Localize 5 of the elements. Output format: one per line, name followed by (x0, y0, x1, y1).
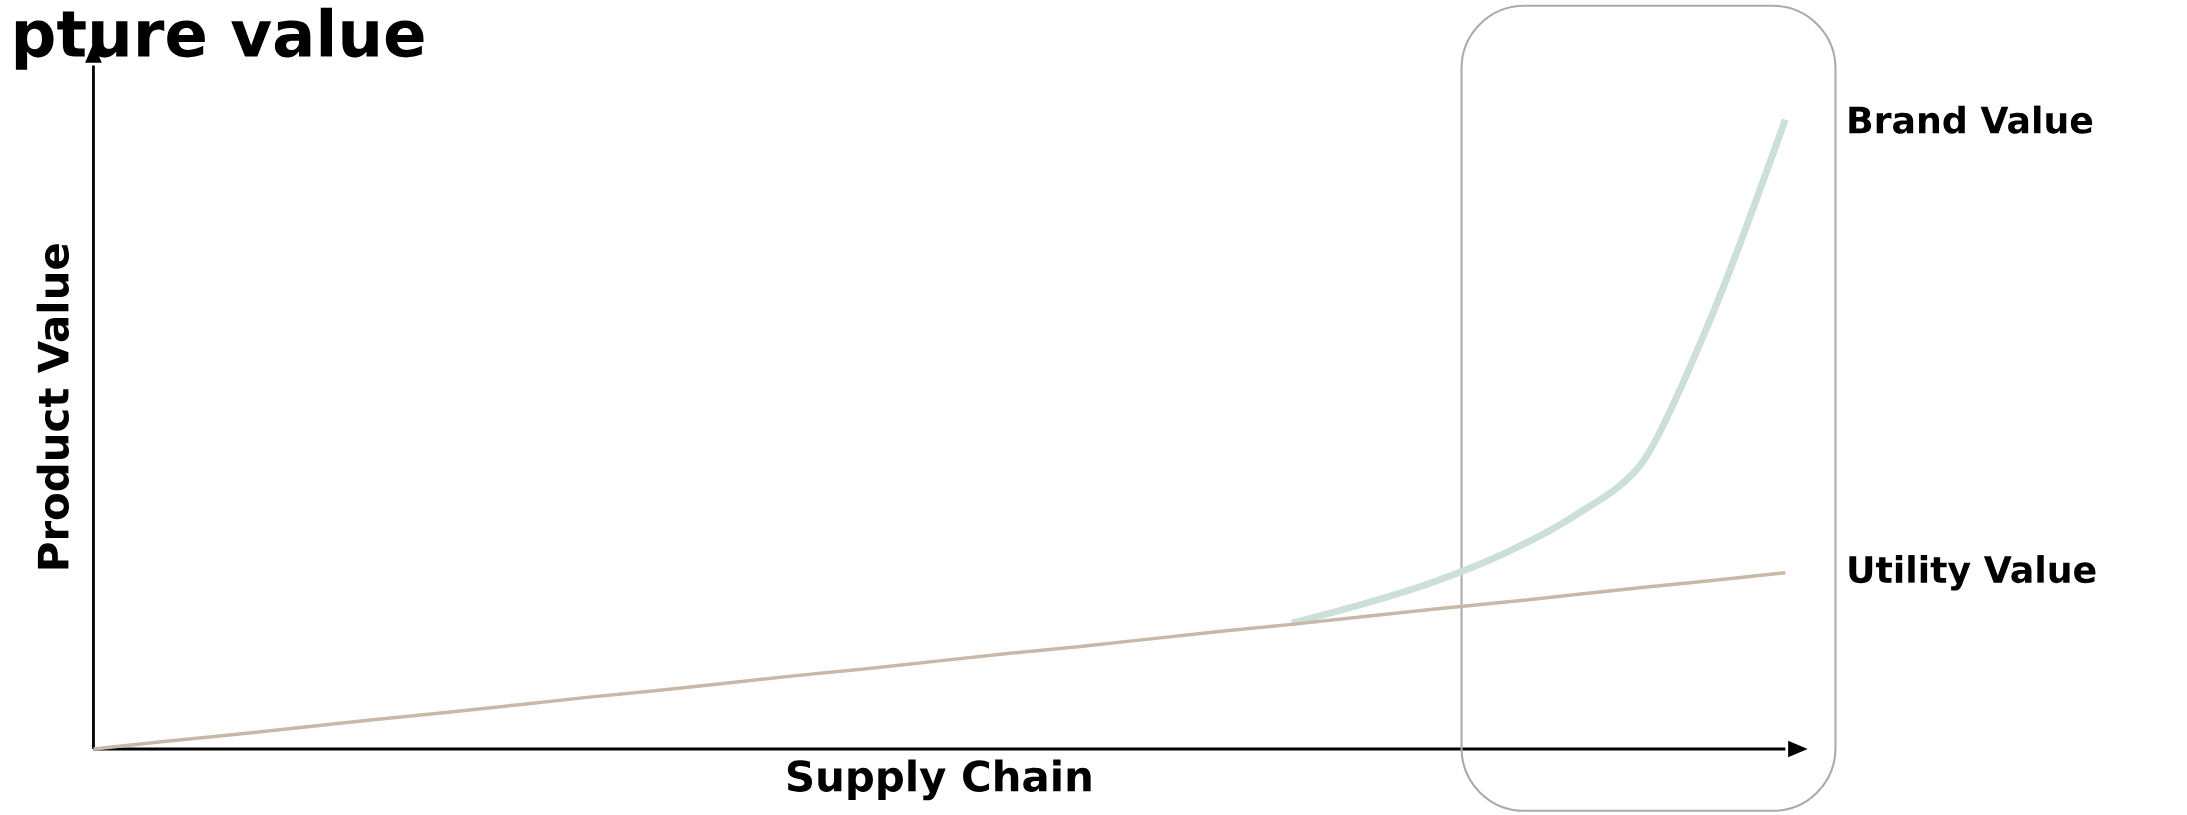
y-axis-title: Product Value (36, 244, 69, 569)
chart-title: pture value (15, 7, 424, 71)
series-label: Brand Value (1849, 105, 2093, 134)
x-axis-title: Supply Chain (787, 759, 1091, 801)
series-label: Utility Value (1849, 555, 2096, 591)
